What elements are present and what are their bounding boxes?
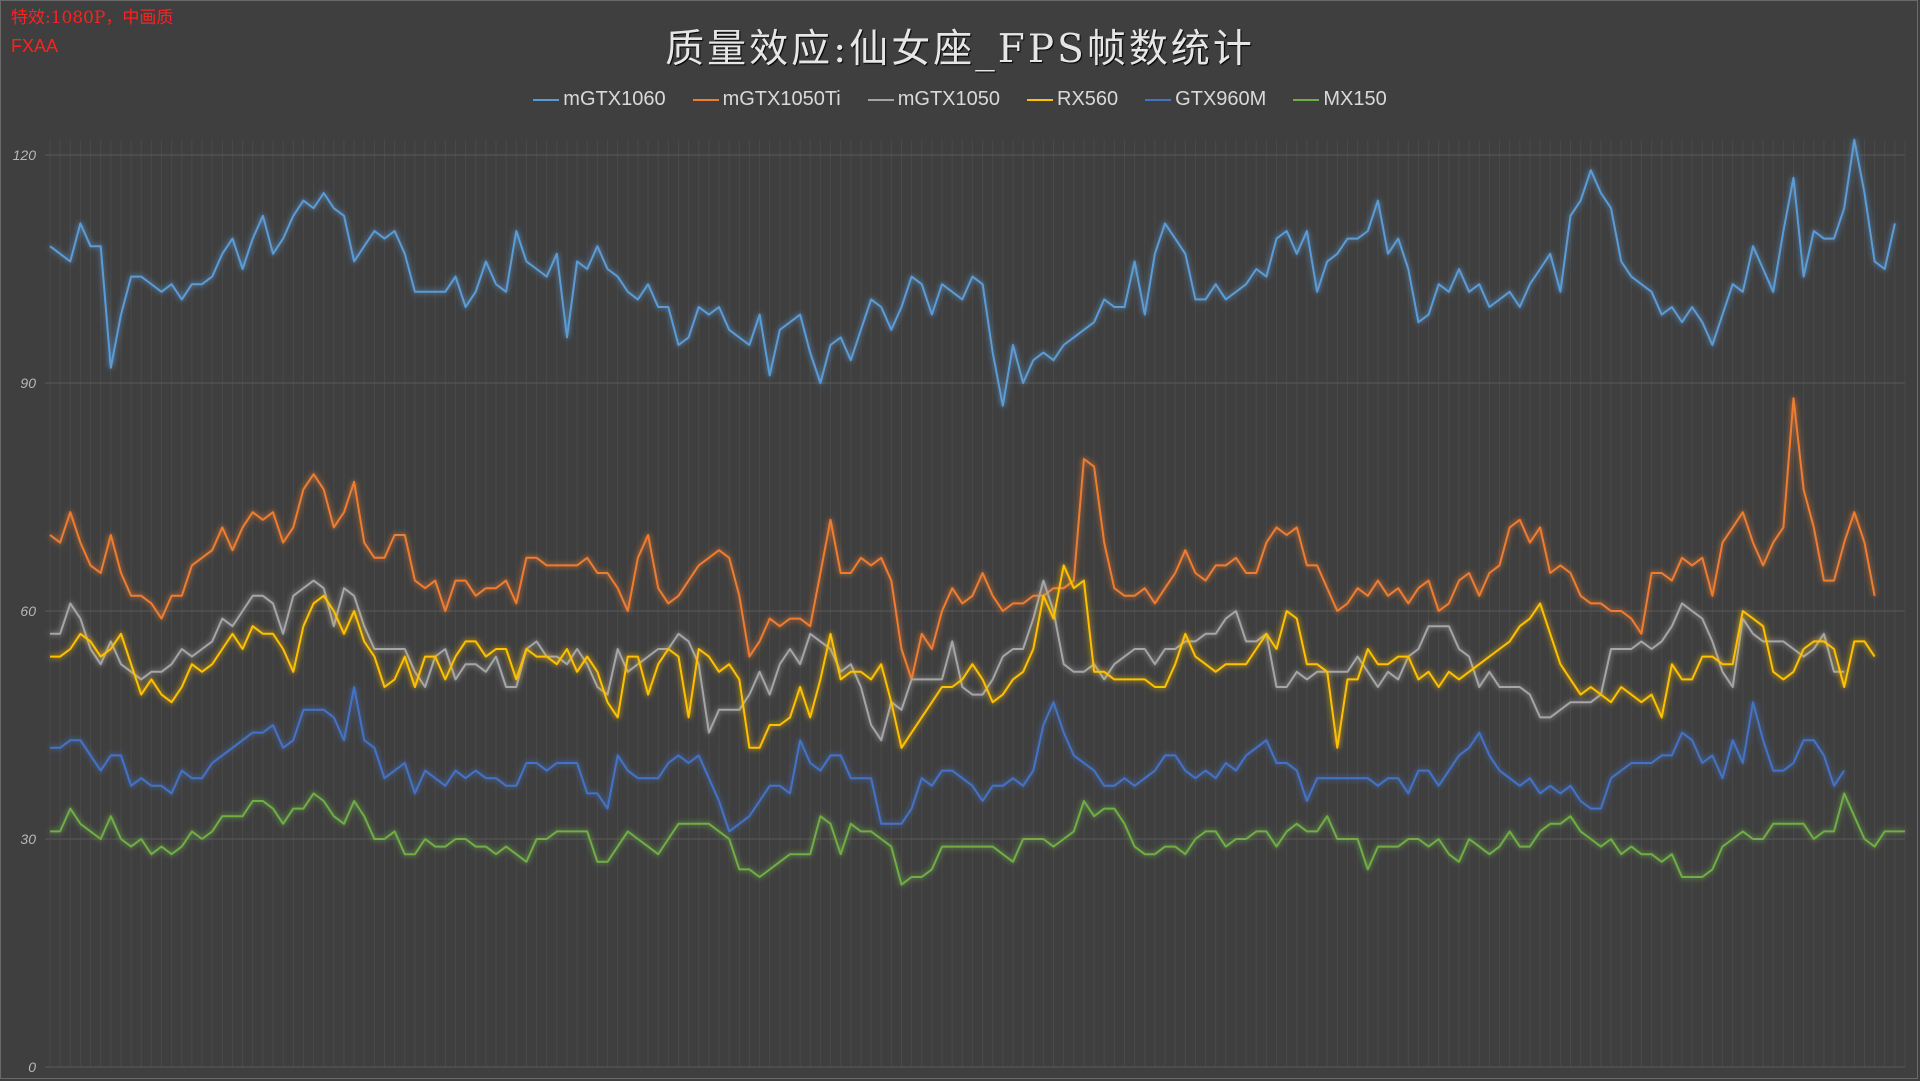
legend-swatch bbox=[692, 98, 719, 101]
legend-label: GTX960M bbox=[1175, 88, 1267, 110]
legend-swatch bbox=[1027, 98, 1054, 101]
series-line-mx150 bbox=[50, 792, 1905, 886]
legend-label: MX150 bbox=[1323, 88, 1387, 110]
legend-item-gtx960m: GTX960M bbox=[1145, 88, 1266, 111]
y-axis-tick-labels: 0 30 60 90 120 bbox=[13, 147, 37, 1075]
legend-swatch bbox=[867, 98, 894, 101]
vertical-gridlines bbox=[49, 140, 1906, 1067]
series-line-mgtx1050 bbox=[50, 579, 1845, 742]
legend-swatch bbox=[533, 98, 560, 101]
legend-label: RX560 bbox=[1057, 88, 1119, 110]
legend-label: mGTX1060 bbox=[563, 88, 666, 110]
chart-title: 质量效应:仙女座_FPS帧数统计 bbox=[665, 27, 1255, 72]
series-line-gtx960m bbox=[50, 686, 1846, 833]
legend-item-rx560: RX560 bbox=[1027, 88, 1118, 111]
series-line-mgtx1050ti bbox=[49, 397, 1876, 681]
y-tick-label: 60 bbox=[20, 603, 36, 619]
antialiasing-label: FXAA bbox=[11, 36, 59, 56]
legend-swatch bbox=[1145, 98, 1172, 101]
legend-item-mx150: MX150 bbox=[1293, 88, 1387, 111]
y-tick-label: 30 bbox=[20, 831, 36, 847]
series-line-rx560 bbox=[50, 564, 1876, 749]
legend-label: mGTX1050 bbox=[897, 88, 1001, 110]
series-line-mgtx1060 bbox=[49, 138, 1896, 407]
y-tick-label: 120 bbox=[13, 147, 37, 163]
legend-swatch bbox=[1293, 98, 1320, 101]
y-tick-label: 90 bbox=[20, 375, 36, 391]
legend-label: mGTX1050Ti bbox=[722, 88, 841, 110]
chart-legend: mGTX1060 mGTX1050Ti mGTX1050 RX560 GTX960M MX… bbox=[0, 88, 1920, 111]
settings-label: 特效:1080P，中画质 bbox=[11, 8, 174, 28]
legend-item-mgtx1050ti: mGTX1050Ti bbox=[692, 88, 841, 111]
legend-item-mgtx1060: mGTX1060 bbox=[533, 88, 666, 111]
series-lines bbox=[49, 138, 1905, 886]
legend-item-mgtx1050: mGTX1050 bbox=[867, 88, 1001, 111]
y-tick-label: 0 bbox=[28, 1059, 36, 1075]
